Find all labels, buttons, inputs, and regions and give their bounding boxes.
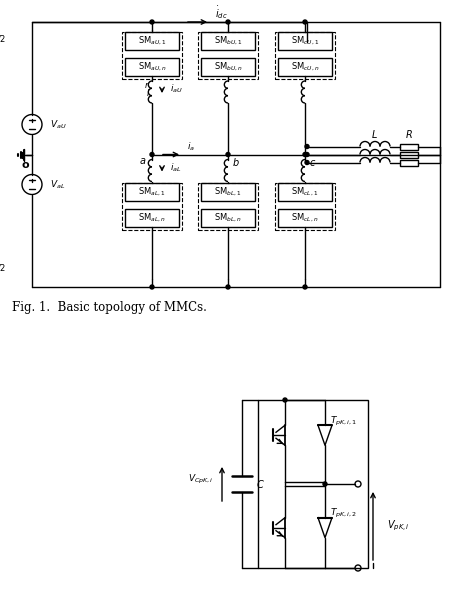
Circle shape bbox=[305, 152, 309, 157]
Text: $\mathrm{SM}_{cL,1}$: $\mathrm{SM}_{cL,1}$ bbox=[292, 186, 319, 197]
Text: $\mathrm{SM}_{aU,n}$: $\mathrm{SM}_{aU,n}$ bbox=[137, 61, 166, 73]
Text: $\mathrm{SM}_{aU,1}$: $\mathrm{SM}_{aU,1}$ bbox=[137, 35, 166, 47]
Bar bbox=[278, 209, 332, 226]
Circle shape bbox=[283, 398, 287, 402]
Text: $U_d/2$: $U_d/2$ bbox=[0, 263, 6, 275]
Text: $V_{CpK,i}$: $V_{CpK,i}$ bbox=[188, 472, 214, 486]
Text: $i_a$: $i_a$ bbox=[187, 140, 195, 152]
Bar bbox=[400, 160, 418, 165]
Bar bbox=[400, 144, 418, 150]
Bar bbox=[278, 58, 332, 76]
Bar bbox=[125, 183, 179, 200]
Bar bbox=[201, 32, 255, 50]
Bar bbox=[198, 32, 258, 79]
Bar bbox=[125, 209, 179, 226]
Bar bbox=[125, 32, 179, 50]
Circle shape bbox=[323, 482, 327, 486]
Text: $\mathrm{SM}_{aL,n}$: $\mathrm{SM}_{aL,n}$ bbox=[138, 212, 166, 223]
Bar bbox=[258, 400, 368, 568]
Text: $l$: $l$ bbox=[146, 87, 150, 99]
Bar bbox=[122, 32, 182, 79]
Circle shape bbox=[226, 20, 230, 24]
Text: $T_{pK,i,1}$: $T_{pK,i,1}$ bbox=[330, 415, 357, 428]
Text: $\mathrm{SM}_{cL,n}$: $\mathrm{SM}_{cL,n}$ bbox=[292, 212, 319, 223]
Circle shape bbox=[226, 152, 230, 157]
Text: $V_{pK,i}$: $V_{pK,i}$ bbox=[387, 519, 410, 533]
Text: $i_{aL}$: $i_{aL}$ bbox=[170, 161, 182, 174]
Circle shape bbox=[303, 152, 307, 157]
Text: $R$: $R$ bbox=[405, 128, 413, 141]
Text: $\mathrm{SM}_{cU,n}$: $\mathrm{SM}_{cU,n}$ bbox=[291, 61, 319, 73]
Text: $V_{aU}$: $V_{aU}$ bbox=[50, 118, 66, 131]
Bar bbox=[198, 183, 258, 229]
Circle shape bbox=[226, 285, 230, 289]
Text: $\mathrm{SM}_{bU,n}$: $\mathrm{SM}_{bU,n}$ bbox=[213, 61, 243, 73]
Text: $b$: $b$ bbox=[232, 157, 240, 168]
Bar bbox=[201, 183, 255, 200]
Bar bbox=[278, 32, 332, 50]
Circle shape bbox=[150, 152, 154, 157]
Text: $T_{pK,i,2}$: $T_{pK,i,2}$ bbox=[330, 507, 357, 520]
Text: $\mathrm{SM}_{bU,1}$: $\mathrm{SM}_{bU,1}$ bbox=[214, 35, 242, 47]
Circle shape bbox=[303, 20, 307, 24]
Text: Fig. 1.  Basic topology of MMCs.: Fig. 1. Basic topology of MMCs. bbox=[12, 300, 207, 313]
Text: $c$: $c$ bbox=[309, 157, 316, 167]
Bar bbox=[201, 209, 255, 226]
Circle shape bbox=[305, 161, 309, 164]
Bar bbox=[275, 183, 335, 229]
Circle shape bbox=[150, 20, 154, 24]
Text: $L$: $L$ bbox=[371, 128, 377, 141]
Text: $C$: $C$ bbox=[256, 478, 265, 490]
Circle shape bbox=[150, 285, 154, 289]
Circle shape bbox=[303, 285, 307, 289]
Bar bbox=[201, 58, 255, 76]
Bar bbox=[125, 58, 179, 76]
Text: $\dot{i}_{dc}$: $\dot{i}_{dc}$ bbox=[215, 5, 228, 21]
Circle shape bbox=[305, 145, 309, 148]
Text: $a$: $a$ bbox=[139, 157, 146, 167]
Text: $\mathrm{SM}_{cU,1}$: $\mathrm{SM}_{cU,1}$ bbox=[291, 35, 319, 47]
Text: $\mathrm{SM}_{aL,1}$: $\mathrm{SM}_{aL,1}$ bbox=[138, 186, 166, 197]
Text: $V_{aL}$: $V_{aL}$ bbox=[50, 178, 65, 191]
Text: $r$: $r$ bbox=[144, 80, 150, 90]
Bar bbox=[278, 183, 332, 200]
Bar bbox=[275, 32, 335, 79]
Bar bbox=[122, 183, 182, 229]
Text: $\mathbf{o}$: $\mathbf{o}$ bbox=[21, 160, 30, 170]
Bar bbox=[400, 151, 418, 157]
Text: $i_{aU}$: $i_{aU}$ bbox=[170, 83, 183, 95]
Text: $\mathrm{SM}_{bL,n}$: $\mathrm{SM}_{bL,n}$ bbox=[214, 212, 242, 223]
Text: $\mathrm{SM}_{bL,1}$: $\mathrm{SM}_{bL,1}$ bbox=[214, 186, 242, 197]
Text: $U_d/2$: $U_d/2$ bbox=[0, 34, 6, 46]
